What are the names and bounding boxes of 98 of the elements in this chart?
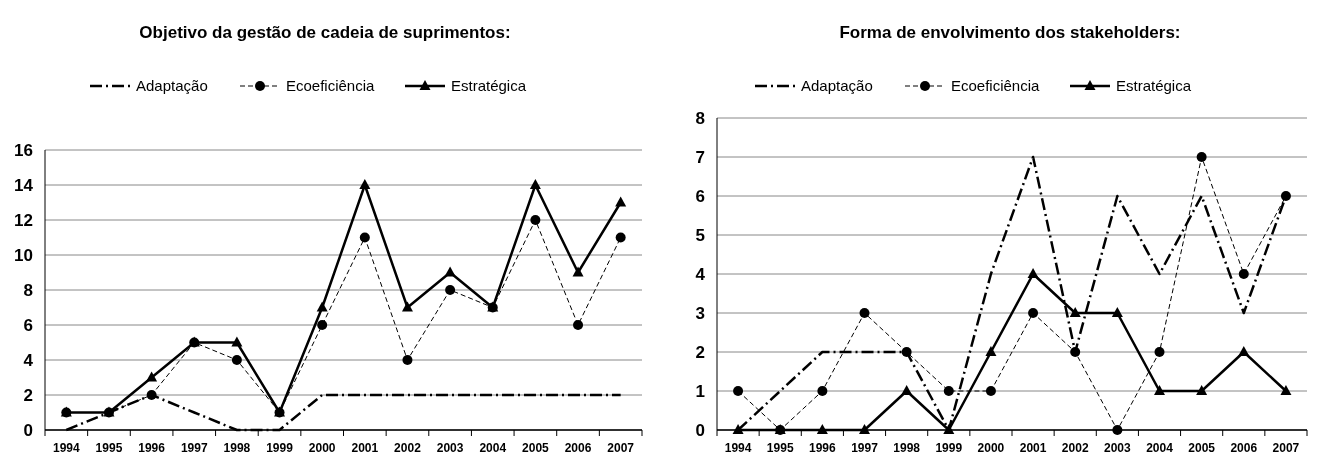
point [817,386,828,396]
x-tick-label: 2004 [1146,441,1174,455]
point [359,179,371,189]
x-tick-label: 2001 [351,441,379,455]
y-tick-label: 4 [695,265,706,284]
legend-label: Estratégica [451,77,527,94]
x-tick-label: 2003 [436,441,464,455]
point [401,301,413,312]
x-tick-label: 1995 [766,441,794,455]
point [901,347,912,357]
point [985,346,997,356]
point [816,424,828,434]
legend-label: Ecoeficiência [951,77,1041,94]
point [231,355,242,365]
x-tick-label: 2006 [564,441,592,455]
y-tick-label: 12 [14,211,33,230]
point [1196,385,1208,395]
y-tick-label: 1 [695,382,705,401]
point [146,371,158,382]
y-tick-label: 8 [23,281,33,300]
point [1027,268,1039,278]
x-tick-label: 2000 [977,441,1005,455]
x-tick-label: 1998 [223,441,251,455]
legend-label: Adaptação [801,77,873,94]
x-tick-label: 2007 [607,441,635,455]
point [572,266,584,277]
y-tick-label: 6 [23,316,33,335]
point [733,386,744,396]
chart-title: Objetivo da gestão de cadeia de suprimentos: [139,23,511,42]
point [1238,346,1250,356]
x-tick-label: 1994 [724,441,752,455]
point [732,424,744,434]
point [901,385,913,395]
point [317,320,328,330]
point [146,390,157,400]
y-tick-label: 14 [14,176,34,195]
y-tick-label: 10 [14,246,33,265]
y-tick-label: 6 [695,187,705,206]
point [530,215,541,225]
point [1238,269,1249,279]
x-tick-label: 1996 [809,441,837,455]
point [445,285,456,295]
point [859,424,870,434]
point [231,336,243,347]
point [1069,307,1081,317]
x-tick-label: 1998 [893,441,921,455]
y-tick-label: 2 [23,386,33,405]
point [444,266,456,277]
point [1280,385,1292,395]
y-tick-label: 2 [695,343,705,362]
x-tick-label: 2002 [1061,441,1089,455]
point [402,355,413,365]
y-tick-label: 8 [695,109,705,128]
point [573,320,584,330]
x-tick-label: 2006 [1230,441,1258,455]
x-tick-label: 2002 [394,441,422,455]
point [615,196,627,207]
point [943,386,954,396]
point [1196,152,1207,162]
y-tick-label: 0 [23,421,33,440]
point [943,424,955,434]
y-tick-label: 4 [23,351,34,370]
point [1280,191,1291,201]
y-tick-label: 7 [695,148,705,167]
x-tick-label: 2001 [1019,441,1047,455]
x-tick-label: 1997 [180,441,208,455]
point [1111,307,1123,317]
x-tick-label: 2007 [1272,441,1300,455]
point [529,179,541,189]
x-tick-label: 2003 [1104,441,1132,455]
x-tick-label: 1996 [138,441,166,455]
y-tick-label: 5 [695,226,705,245]
point [615,232,626,243]
point [1112,425,1123,435]
point [316,301,328,312]
legend-label: Adaptação [136,77,208,94]
point [1154,347,1165,357]
legend-label: Estratégica [1116,77,1192,94]
point [359,232,370,243]
y-tick-label: 16 [14,141,33,160]
x-tick-label: 2005 [522,441,550,455]
x-tick-label: 1999 [935,441,963,455]
x-tick-label: 2004 [479,441,507,455]
x-tick-label: 2005 [1188,441,1216,455]
point [859,308,870,318]
legend-label: Ecoeficiência [286,77,376,94]
point [1154,385,1165,395]
chart-title: Forma de envolvimento dos stakeholders: [839,23,1181,42]
point [1028,308,1039,318]
x-tick-label: 1999 [266,441,294,455]
y-tick-label: 0 [695,421,705,440]
y-tick-label: 3 [695,304,705,323]
x-tick-label: 1995 [95,441,123,455]
x-tick-label: 1994 [52,441,80,455]
point [1070,347,1081,357]
x-tick-label: 1997 [851,441,879,455]
point [985,386,996,396]
x-tick-label: 2000 [308,441,336,455]
